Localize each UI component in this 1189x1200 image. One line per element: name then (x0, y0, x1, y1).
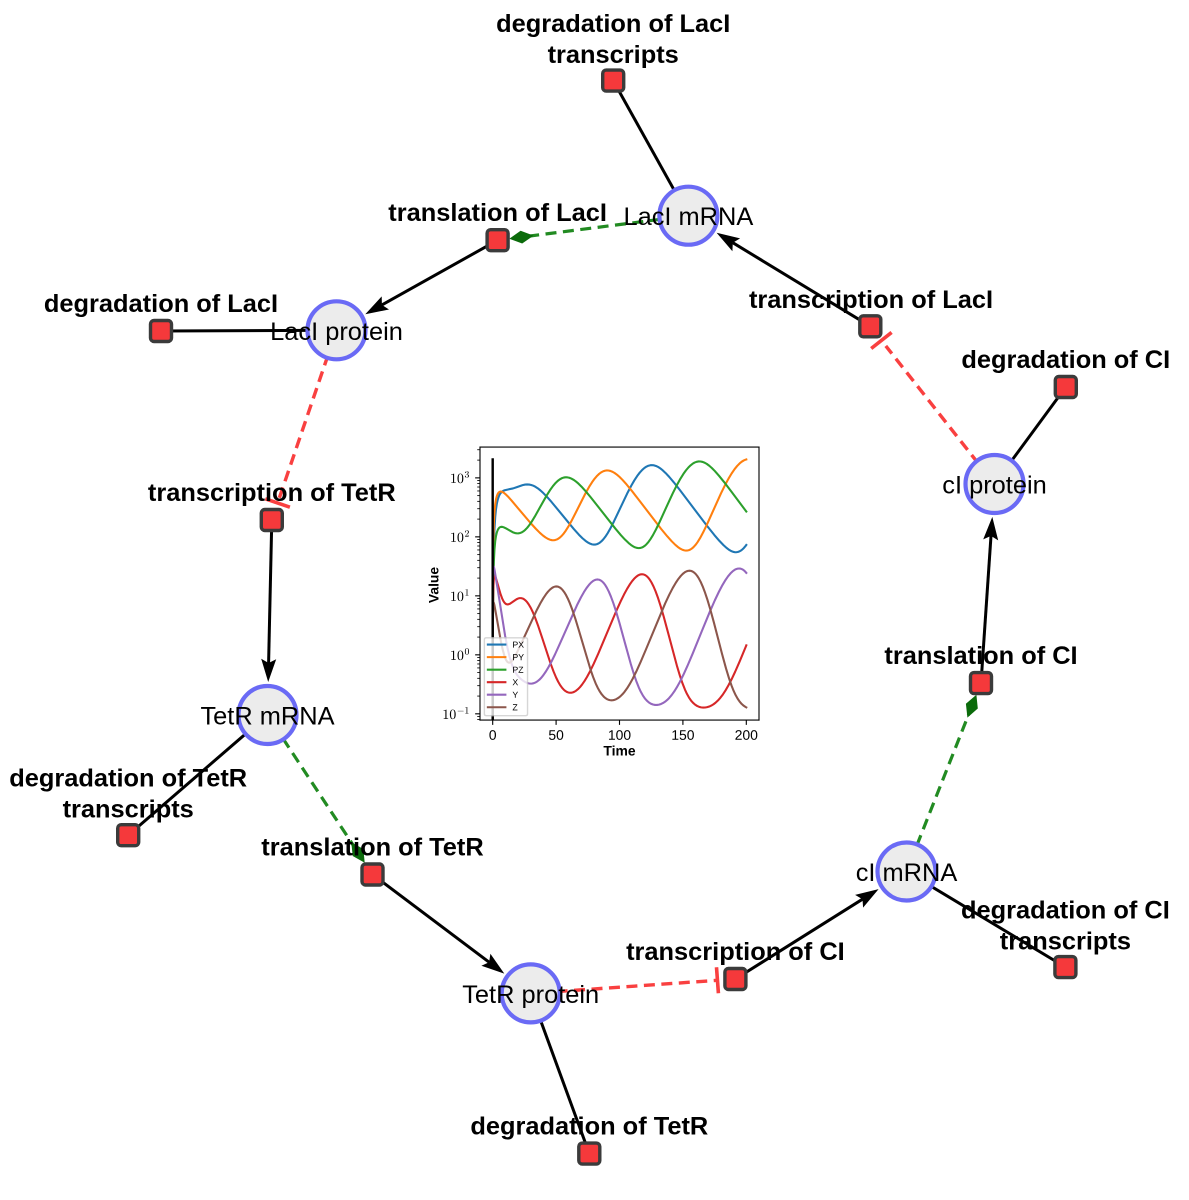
svg-text:transcripts: transcripts (63, 796, 194, 824)
svg-text:Value: Value (426, 567, 442, 604)
svg-text:transcripts: transcripts (1000, 927, 1131, 955)
svg-text:cI mRNA: cI mRNA (856, 859, 958, 887)
svg-text:LacI mRNA: LacI mRNA (623, 203, 753, 231)
svg-text:degradation of LacI: degradation of LacI (44, 290, 278, 318)
svg-text:degradation of CI: degradation of CI (961, 346, 1170, 374)
svg-text:LacI protein: LacI protein (270, 318, 403, 346)
svg-text:degradation of LacI: degradation of LacI (496, 10, 730, 38)
svg-text:TetR mRNA: TetR mRNA (200, 703, 334, 731)
svg-text:transcription of LacI: transcription of LacI (749, 286, 993, 314)
svg-text:transcription of CI: transcription of CI (626, 938, 845, 966)
svg-text:translation of CI: translation of CI (884, 642, 1077, 670)
svg-text:translation of LacI: translation of LacI (388, 199, 607, 227)
svg-text:cI protein: cI protein (942, 472, 1046, 500)
svg-text:translation of TetR: translation of TetR (261, 833, 483, 861)
svg-text:degradation of CI: degradation of CI (961, 896, 1170, 924)
svg-text:degradation of TetR: degradation of TetR (470, 1112, 708, 1140)
svg-text:transcripts: transcripts (548, 41, 679, 69)
svg-text:degradation of TetR: degradation of TetR (9, 765, 247, 793)
svg-text:transcription of TetR: transcription of TetR (148, 479, 396, 507)
svg-text:TetR protein: TetR protein (462, 981, 599, 1009)
